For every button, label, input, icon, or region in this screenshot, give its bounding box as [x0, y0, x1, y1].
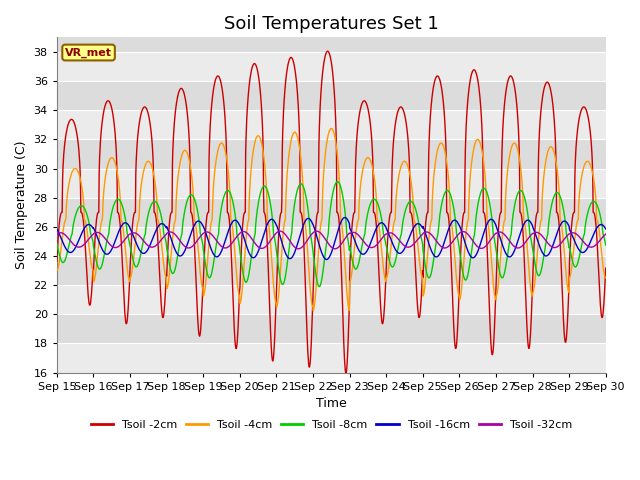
Text: VR_met: VR_met [65, 48, 112, 58]
Title: Soil Temperatures Set 1: Soil Temperatures Set 1 [224, 15, 438, 33]
Bar [57, 227, 605, 256]
Bar [57, 344, 605, 372]
Bar [57, 285, 605, 314]
X-axis label: Time: Time [316, 397, 347, 410]
Bar [57, 110, 605, 139]
Legend: Tsoil -2cm, Tsoil -4cm, Tsoil -8cm, Tsoil -16cm, Tsoil -32cm: Tsoil -2cm, Tsoil -4cm, Tsoil -8cm, Tsoi… [86, 415, 577, 434]
Y-axis label: Soil Temperature (C): Soil Temperature (C) [15, 141, 28, 269]
Bar [57, 52, 605, 81]
Bar [57, 168, 605, 198]
